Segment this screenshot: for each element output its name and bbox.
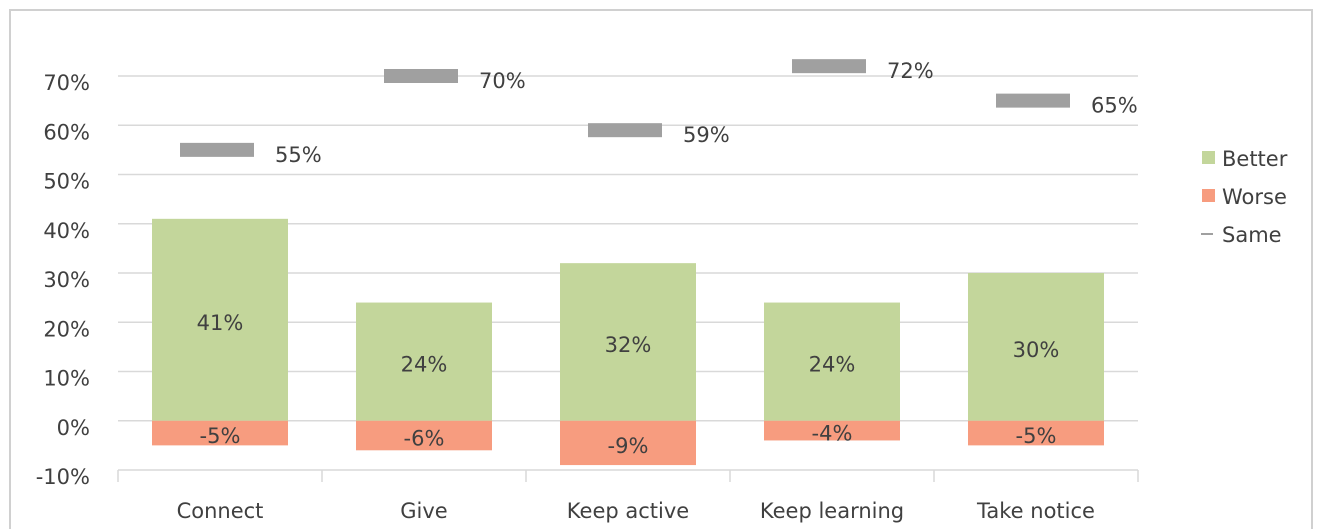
data-label: 65%	[1091, 94, 1138, 118]
data-label: 32%	[605, 333, 652, 357]
data-label: -4%	[812, 422, 853, 446]
data-label: 59%	[683, 123, 730, 147]
bar	[356, 302, 492, 421]
same-marker	[588, 123, 662, 138]
y-tick-label: 40%	[43, 219, 90, 243]
data-label: 41%	[197, 311, 244, 335]
x-tick-label: Keep active	[567, 499, 689, 523]
x-tick-label: Give	[400, 499, 447, 523]
y-tick-label: 30%	[43, 268, 90, 292]
bar	[560, 263, 696, 421]
data-label: 72%	[887, 59, 934, 83]
data-label: 70%	[479, 69, 526, 93]
data-label: 24%	[401, 353, 448, 377]
y-tick-label: 10%	[43, 367, 90, 391]
y-tick-label: 50%	[43, 170, 90, 194]
bar	[152, 218, 288, 421]
bar	[560, 420, 696, 466]
data-label: 24%	[809, 353, 856, 377]
same-marker	[792, 59, 866, 74]
bar	[968, 273, 1104, 421]
bar	[764, 302, 900, 421]
y-tick-label: 60%	[43, 120, 90, 144]
bar	[764, 420, 900, 441]
data-label: -9%	[608, 434, 649, 458]
y-tick-label: 70%	[43, 71, 90, 95]
x-tick-label: Take notice	[976, 499, 1095, 523]
data-label: -6%	[404, 427, 445, 451]
x-tick-label: Connect	[177, 499, 264, 523]
bar	[152, 420, 288, 446]
legend-label: Worse	[1222, 185, 1287, 209]
data-label: 30%	[1013, 338, 1060, 362]
data-label: -5%	[200, 424, 241, 448]
data-label: 55%	[275, 143, 322, 167]
y-tick-label: -10%	[36, 465, 90, 489]
legend-label: Same	[1222, 223, 1282, 247]
same-marker	[180, 142, 254, 157]
x-tick-label: Keep learning	[760, 499, 904, 523]
legend-label: Better	[1222, 147, 1288, 171]
same-marker	[384, 69, 458, 83]
y-tick-label: 0%	[57, 416, 90, 440]
bar	[968, 420, 1104, 446]
y-tick-label: 20%	[43, 317, 90, 341]
legend-swatch	[1202, 151, 1215, 164]
data-label: -5%	[1016, 424, 1057, 448]
bar	[356, 420, 492, 451]
same-marker	[996, 93, 1070, 108]
legend-swatch	[1202, 189, 1215, 202]
